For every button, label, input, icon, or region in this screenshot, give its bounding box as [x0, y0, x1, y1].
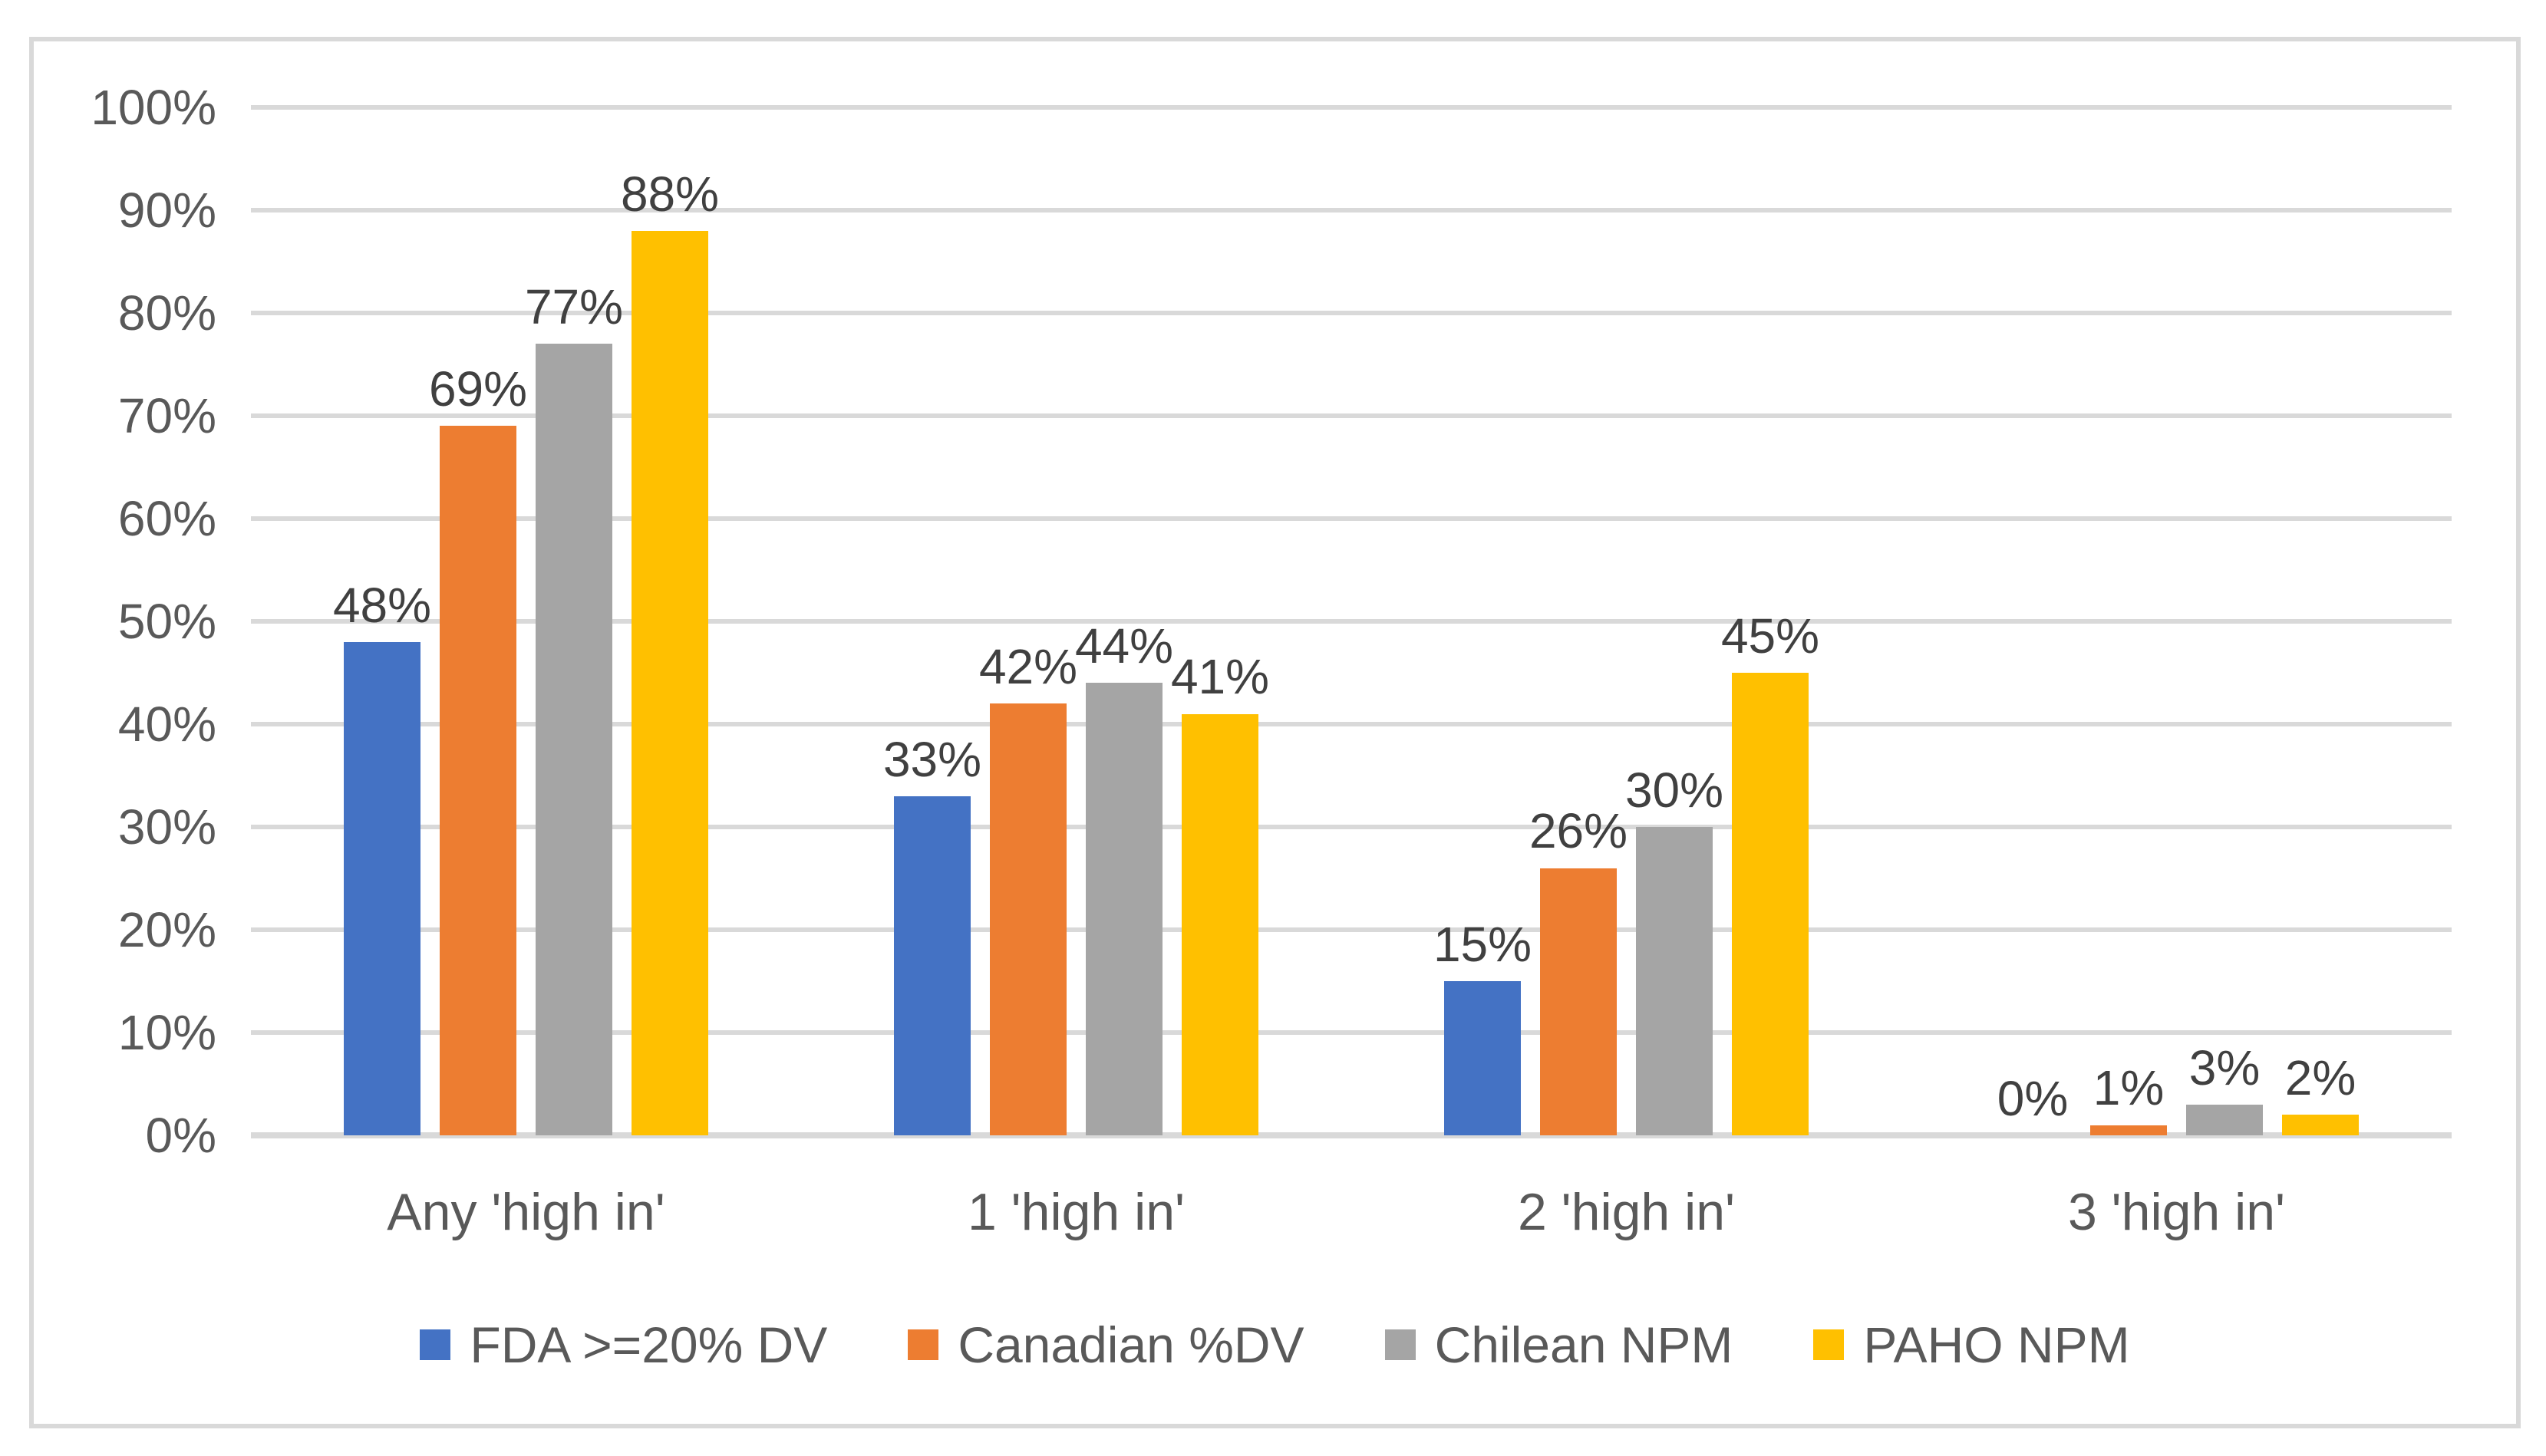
bar-cell: 69%	[429, 107, 527, 1135]
bar-group-3: 15% 26% 30% 45%	[1351, 107, 1901, 1135]
data-label: 88%	[620, 166, 720, 222]
data-label: 42%	[978, 639, 1078, 695]
bar-group-2: 33% 42% 44% 41%	[801, 107, 1351, 1135]
bar-cell: 26%	[1529, 107, 1628, 1135]
bar	[1182, 713, 1258, 1135]
legend-label: FDA >=20% DV	[470, 1316, 828, 1373]
data-label: 15%	[1433, 916, 1532, 972]
bar-group-1: 48% 69% 77% 88%	[251, 107, 801, 1135]
legend-label: Chilean NPM	[1434, 1316, 1733, 1373]
legend-label: PAHO NPM	[1863, 1316, 2130, 1373]
bar	[536, 344, 612, 1135]
gridline	[251, 927, 2452, 932]
bar	[1444, 981, 1521, 1135]
bar	[990, 703, 1067, 1135]
gridline	[251, 311, 2452, 315]
gridline	[251, 208, 2452, 212]
x-axis-category-label: Any 'high in'	[387, 1183, 665, 1241]
bar-groups: 48% 69% 77% 88% 33% 42% 44% 41% 15% 26% 30% 45% 0% 1%…	[251, 107, 2452, 1135]
legend-item: FDA >=20% DV	[420, 1319, 827, 1370]
y-axis-tick-label: 80%	[117, 285, 216, 341]
bar	[1086, 683, 1163, 1135]
y-axis-tick-label: 90%	[117, 183, 216, 238]
bar-cell: 33%	[883, 107, 981, 1135]
gridline	[251, 413, 2452, 418]
y-axis-tick-label: 20%	[117, 902, 216, 957]
bar	[2186, 1104, 2263, 1135]
data-label: 45%	[1720, 608, 1820, 664]
bar-cell: 1%	[2090, 107, 2167, 1135]
plot-area: 48% 69% 77% 88% 33% 42% 44% 41% 15% 26% 30% 45% 0% 1%…	[251, 105, 2452, 1138]
data-label: 77%	[524, 279, 624, 335]
chart-frame: 0% 10% 20% 30% 40% 50% 60% 70% 80% 90% 100% 48% 69%…	[29, 37, 2521, 1428]
bar-cell: 77%	[525, 107, 623, 1135]
legend-swatch	[908, 1329, 939, 1360]
x-axis-category-label: 2 'high in'	[1517, 1183, 1736, 1241]
data-label: 69%	[428, 361, 528, 417]
data-label: 2%	[2284, 1050, 2356, 1106]
legend-item: Chilean NPM	[1384, 1316, 1733, 1373]
data-label: 26%	[1529, 803, 1628, 859]
bar	[440, 426, 516, 1135]
gridline	[251, 1030, 2452, 1035]
gridline	[251, 105, 2452, 110]
gridlines	[251, 105, 2452, 1135]
y-axis-tick-label: 30%	[117, 799, 216, 855]
legend-swatch	[1384, 1329, 1416, 1360]
data-label: 41%	[1170, 649, 1270, 705]
bar-cell: 3%	[2186, 107, 2263, 1135]
data-label: 33%	[882, 731, 982, 787]
gridline	[251, 619, 2452, 624]
data-label: 3%	[2188, 1039, 2261, 1095]
bar	[2282, 1115, 2359, 1135]
bar	[894, 796, 971, 1135]
bar-cell: 2%	[2282, 107, 2359, 1135]
bar-cell: 88%	[621, 107, 719, 1135]
y-axis-tick-label: 40%	[117, 697, 216, 752]
bar-cell: 42%	[979, 107, 1077, 1135]
legend-item: Canadian %DV	[908, 1319, 1304, 1370]
legend-item: PAHO NPM	[1813, 1316, 2130, 1373]
legend: FDA >=20% DV Canadian %DV Chilean NPM PAHO …	[34, 1319, 2516, 1370]
data-label: 1%	[2093, 1060, 2165, 1116]
gridline	[251, 516, 2452, 521]
bar-cell: 44%	[1075, 107, 1173, 1135]
y-axis-tick-label: 10%	[117, 1005, 216, 1060]
bar	[1540, 868, 1617, 1135]
bar	[2090, 1125, 2167, 1135]
legend-swatch	[420, 1329, 451, 1360]
bar-cell: 48%	[333, 107, 431, 1135]
bar	[1732, 673, 1809, 1135]
bar-cell: 45%	[1721, 107, 1819, 1135]
data-label: 44%	[1074, 618, 1174, 674]
x-axis-category-label: 3 'high in'	[2067, 1183, 2286, 1241]
bar	[344, 641, 420, 1135]
bar-cell: 15%	[1433, 107, 1532, 1135]
y-axis-tick-label: 60%	[117, 491, 216, 546]
legend-label: Canadian %DV	[958, 1316, 1304, 1373]
y-axis-tick-label: 70%	[117, 388, 216, 443]
gridline	[251, 722, 2452, 726]
y-axis: 0% 10% 20% 30% 40% 50% 60% 70% 80% 90% 100%	[34, 83, 216, 1160]
bar-cell: 41%	[1171, 107, 1269, 1135]
bar	[1636, 827, 1713, 1135]
x-axis-line	[251, 1132, 2452, 1138]
legend-swatch	[1813, 1329, 1845, 1360]
bar	[632, 230, 708, 1135]
y-axis-tick-label: 0%	[145, 1108, 217, 1163]
bar-cell: 0%	[1994, 107, 2071, 1135]
x-axis-category-label: 1 'high in'	[967, 1183, 1186, 1241]
y-axis-tick-label: 50%	[117, 594, 216, 649]
bar-cell: 30%	[1625, 107, 1723, 1135]
gridline	[251, 825, 2452, 829]
data-label: 48%	[332, 577, 432, 633]
y-axis-tick-label: 100%	[91, 80, 216, 135]
data-label: 30%	[1624, 762, 1724, 818]
bar-group-4: 0% 1% 3% 2%	[1901, 107, 2452, 1135]
x-axis: Any 'high in' 1 'high in' 2 'high in' 3 'hi…	[251, 1181, 2452, 1244]
data-label: 0%	[1997, 1070, 2069, 1126]
